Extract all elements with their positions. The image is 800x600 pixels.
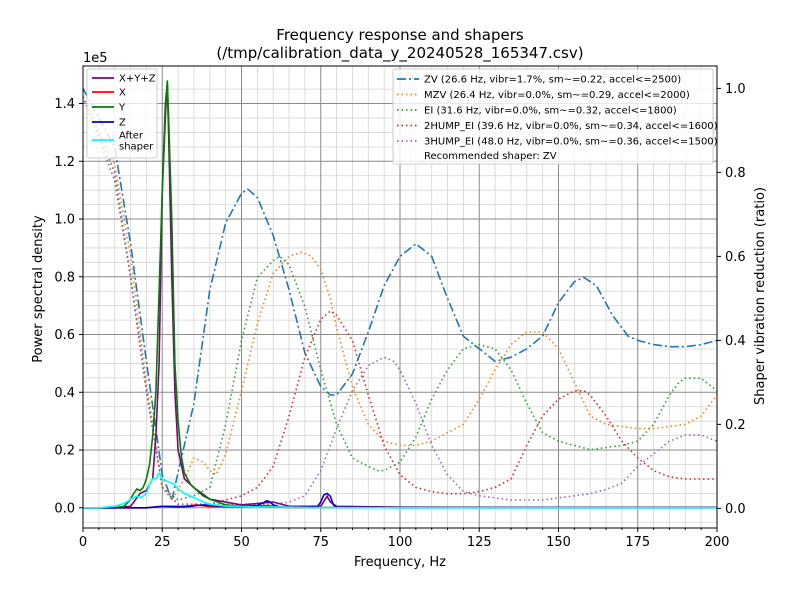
legend-left-entry: After shaper — [119, 131, 154, 153]
legend-right: ZV (26.6 Hz, vibr=1.7%, sm~=0.22, accel<… — [392, 68, 718, 165]
legend-left-entry: X+Y+Z — [119, 74, 156, 85]
y2-tick-label: 1.0 — [725, 82, 746, 97]
x-axis-label: Frequency, Hz — [354, 555, 446, 570]
y2-tick-label: 0.8 — [725, 166, 746, 181]
x-tick-label: 200 — [705, 535, 730, 550]
y2-tick-label: 0.4 — [725, 334, 746, 349]
y-tick-label: 1.2 — [54, 155, 75, 170]
x-tick-label: 125 — [467, 535, 492, 550]
y2-tick-label: 0.6 — [725, 250, 746, 265]
x-tick-label: 25 — [154, 535, 171, 550]
x-tick-label: 175 — [625, 535, 650, 550]
chart-subtitle: (/tmp/calibration_data_y_20240528_165347… — [216, 44, 583, 63]
psd-series-line-3 — [83, 492, 717, 509]
x-tick-label: 50 — [233, 535, 250, 550]
shaper-series-line-1 — [83, 96, 717, 502]
legend-left-entry: Y — [118, 103, 126, 114]
y-tick-label: 0.6 — [54, 328, 75, 343]
legend-right-entry: 2HUMP_EI (39.6 Hz, vibr=0.0%, sm~=0.34, … — [424, 121, 718, 132]
y-tick-label: 0.2 — [54, 444, 75, 459]
y-tick-label: 0.4 — [54, 386, 75, 401]
y-tick-label: 1.4 — [54, 97, 75, 112]
legend-right-entry: MZV (26.4 Hz, vibr=0.0%, sm~=0.29, accel… — [424, 90, 690, 101]
y-tick-label: 0.0 — [54, 501, 75, 516]
y-offset-label: 1e5 — [83, 51, 108, 66]
plot-area: 0 25 50 75 100 125 150 175 200 0.0 0.2 0.4 0.6 0.8 1.0… — [54, 65, 746, 550]
legend-left-entry: Z — [119, 118, 126, 129]
y2-axis-label: Shaper vibration reduction (ratio) — [753, 187, 768, 405]
y-axis-label: Power spectral density — [31, 215, 46, 363]
legend-left-entry: X — [119, 88, 126, 99]
y-tick-label: 1.0 — [54, 213, 75, 228]
y-tick-label: 0.8 — [54, 270, 75, 285]
psd-series-line-4 — [83, 471, 717, 509]
recommended-shaper-note: Recommended shaper: ZV — [424, 151, 557, 162]
shaper-series-line-2 — [83, 96, 717, 501]
x-tick-label: 100 — [388, 535, 413, 550]
x-tick-label: 0 — [79, 535, 87, 550]
y2-tick-label: 0.2 — [725, 418, 746, 433]
legend-left: X+Y+Z XYZ After shaper — [86, 68, 158, 159]
legend-right-entry: ZV (26.6 Hz, vibr=1.7%, sm~=0.22, accel<… — [424, 75, 681, 86]
series-group — [83, 80, 717, 509]
legend-right-entry: 3HUMP_EI (48.0 Hz, vibr=0.0%, sm~=0.36, … — [424, 137, 718, 148]
legend-right-entry: EI (31.6 Hz, vibr=0.0%, sm~=0.32, accel<… — [424, 106, 677, 117]
y2-tick-label: 0.0 — [725, 502, 746, 517]
x-tick-label: 150 — [546, 535, 571, 550]
chart-title: Frequency response and shapers — [276, 26, 524, 44]
legend-right-box — [392, 68, 714, 165]
x-tick-label: 75 — [312, 535, 329, 550]
